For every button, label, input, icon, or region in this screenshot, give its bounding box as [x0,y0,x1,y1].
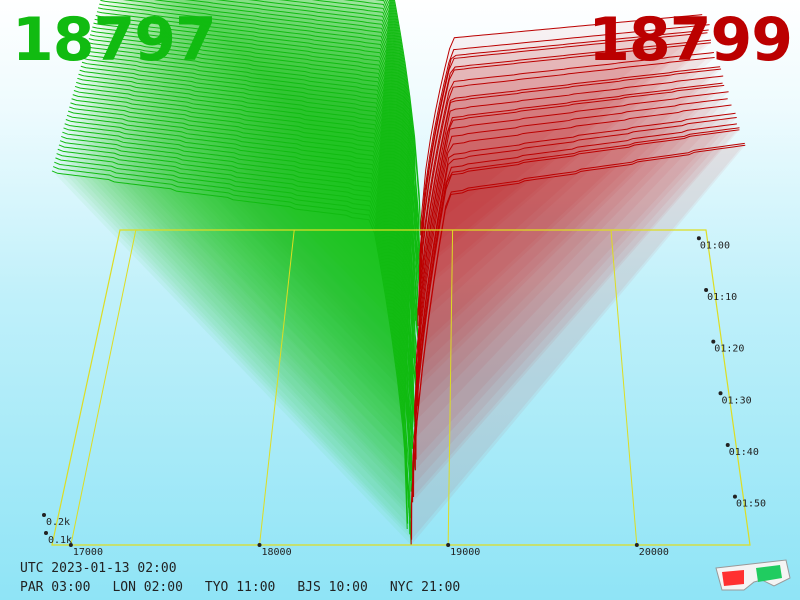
x-tick-mark-18000 [257,543,262,547]
depth-snapshot-5-bid [57,148,412,519]
depth-snapshot-33-ask [418,75,724,369]
depth-snapshot-54-bid [158,0,421,257]
depth-snapshot-44-bid [109,0,417,311]
x-tick-mark-19000 [446,543,451,547]
grid-line-x-17000 [70,229,137,546]
depth-snapshot-14-ask [414,116,737,471]
depth-snapshot-48-ask [419,39,712,289]
depth-snapshot-9-ask [413,127,740,497]
grid-line-x-20000 [610,229,638,546]
depth-snapshot-18-bid [72,94,413,449]
depth-snapshot-47-ask [418,42,711,295]
depth-snapshot-11-bid [64,123,414,487]
depth-snapshot-16-ask [415,112,736,460]
time-tick-label-4: 01:40 [729,447,759,458]
depth-snapshot-20-ask [415,104,732,439]
depth-snapshot-3-bid [55,157,408,529]
time-tick-mark-4 [725,442,730,447]
time-tick-mark-5 [732,494,737,499]
grid-line-x-18000 [259,229,295,546]
depth-snapshot-25-bid [80,65,415,412]
depth-snapshot-37-bid [94,18,421,348]
time-tick-label-2: 01:20 [714,344,744,355]
depth-tick-mark-1 [42,513,46,517]
time-tick-label-0: 01:00 [700,240,730,251]
tz-par: PAR 03:00 [20,580,91,595]
depth-snapshot-12-bid [65,119,411,481]
tz-bjs: BJS 10:00 [297,580,368,595]
depth-snapshot-8-ask [412,129,740,503]
depth-snapshot-14-bid [67,110,416,471]
depth-snapshot-24-bid [79,69,413,417]
depth-snapshot-58-ask [420,14,703,236]
depth-snapshot-7-bid [59,140,410,508]
x-tick-label-18000: 18000 [262,547,292,558]
depth-snapshot-36-ask [419,68,722,353]
depth-snapshot-29-bid [85,49,417,391]
depth-snapshot-1-bid [52,166,413,540]
depth-snapshot-13-bid [66,114,413,476]
time-tick-mark-3 [718,391,723,396]
time-tick-mark-1 [704,287,709,292]
grid-frame [51,229,751,546]
depth-snapshot-16-bid [70,102,417,460]
depth-snapshot-2-bid [54,161,411,535]
depth-snapshot-1-ask [411,142,745,540]
tz-tyo: TYO 11:00 [204,580,276,595]
depth-snapshot-20-bid [74,85,417,439]
depth-snapshot-52-bid [149,0,423,268]
x-tick-mark-20000 [634,543,639,547]
depth-snapshot-45-bid [114,0,419,305]
depth-snapshot-23-bid [78,73,415,423]
depth-snapshot-23-ask [413,98,728,423]
timezone-row: PAR 03:00 LON 02:00 TYO 11:00 BJS 10:00 NYC … [20,580,482,595]
depth-snapshot-8-bid [61,135,414,503]
depth-snapshot-11-ask [412,123,737,487]
depth-snapshot-30-bid [86,45,417,385]
grid-line-x-19000 [447,229,454,546]
depth-snapshot-28-bid [84,53,415,396]
x-tick-label-20000: 20000 [639,547,669,558]
depth-snapshot-52-ask [421,29,709,268]
x-tick-mark-17000 [68,543,73,547]
tz-lon: LON 02:00 [112,580,183,595]
depth-snapshot-22-bid [77,77,414,428]
depth-tick-label-1: 0.2k [46,517,70,528]
time-tick-mark-0 [696,236,701,241]
depth-snapshot-6-bid [58,144,410,513]
depth-snapshot-26-bid [81,61,419,407]
tz-nyc: NYC 21:00 [389,580,461,595]
depth-snapshot-31-bid [87,42,416,380]
depth-snapshot-21-bid [76,81,412,433]
time-tick-label-3: 01:30 [722,395,752,406]
depth-snapshot-10-bid [63,127,412,492]
depth-snapshot-41-ask [417,56,715,327]
depth-snapshot-29-ask [415,84,725,391]
depth-snapshot-15-bid [69,106,412,465]
depth-snapshot-36-bid [93,22,421,353]
depth-snapshot-19-bid [73,90,413,444]
time-tick-mark-2 [711,339,716,344]
depth-snapshot-33-bid [89,34,420,369]
3d-glasses-icon[interactable] [712,556,792,592]
x-tick-label-19000: 19000 [450,547,480,558]
depth-snapshot-48-bid [129,0,421,289]
time-tick-label-1: 01:10 [707,292,737,303]
depth-snapshot-0-ask [410,144,746,546]
depth-snapshot-17-bid [71,98,411,455]
depth-snapshot-26-ask [417,91,729,407]
utc-timestamp: UTC 2023-01-13 02:00 [20,561,177,576]
depth-snapshot-55-bid [163,0,421,252]
depth-snapshot-51-ask [419,32,708,273]
depth-snapshot-9-bid [62,131,415,497]
x-tick-label-17000: 17000 [73,547,103,558]
depth-tick-label-0: 0.1k [48,535,72,546]
depth-snapshot-0-bid [51,170,412,546]
ask-price: 18799 [588,4,793,76]
time-tick-label-5: 01:50 [736,499,766,510]
depth-snapshot-4-bid [56,153,409,524]
depth-tick-mark-0 [44,531,48,535]
depth-snapshot-43-ask [418,52,714,316]
